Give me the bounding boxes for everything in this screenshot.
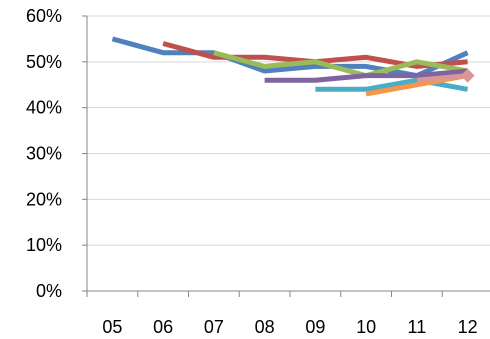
- series-lines: [111, 36, 475, 97]
- x-tick-label: 12: [458, 317, 478, 337]
- y-tick-label: 20%: [26, 189, 62, 209]
- x-tick-label: 10: [356, 317, 376, 337]
- axes: [82, 15, 490, 297]
- series-line-3: [213, 50, 469, 79]
- y-tick-label: 10%: [26, 235, 62, 255]
- x-tick-labels: 05 06 07 08 09 10 11 12: [102, 317, 477, 337]
- y-tick-label: 40%: [26, 98, 62, 118]
- series-line-4: [264, 68, 468, 83]
- y-tick-labels: 0% 10% 20% 30% 40% 50% 60%: [26, 6, 62, 301]
- series-marker-7: [460, 68, 475, 83]
- x-tick-label: 08: [255, 317, 275, 337]
- x-tick-label: 06: [153, 317, 173, 337]
- x-tick-label: 05: [102, 317, 122, 337]
- x-tick-label: 07: [204, 317, 224, 337]
- y-tick-label: 0%: [36, 281, 62, 301]
- x-tick-label: 09: [305, 317, 325, 337]
- y-tick-label: 60%: [26, 6, 62, 26]
- series-line-5: [315, 77, 469, 92]
- x-tick-label: 11: [408, 317, 427, 337]
- series-line-7: [416, 73, 468, 83]
- y-tick-label: 50%: [26, 52, 62, 72]
- y-tick-label: 30%: [26, 144, 62, 164]
